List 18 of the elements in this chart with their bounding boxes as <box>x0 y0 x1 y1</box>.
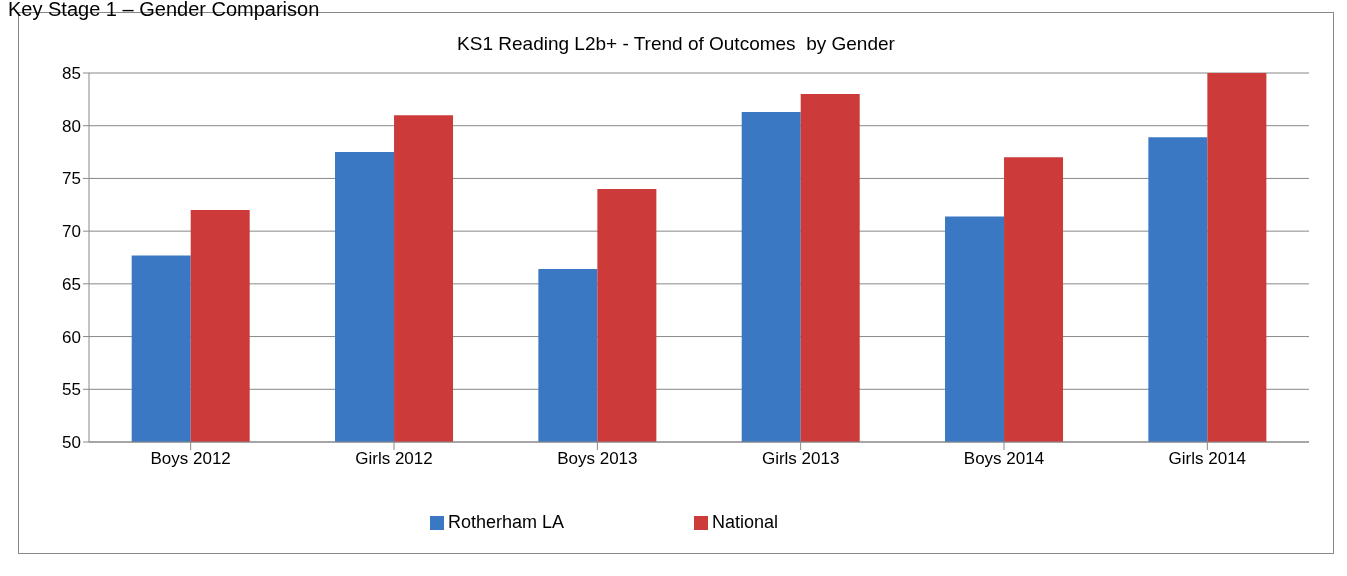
x-tick-label: Girls 2012 <box>355 449 433 469</box>
y-tick-label: 55 <box>62 380 81 400</box>
y-tick-label: 65 <box>62 274 81 294</box>
y-tick-label: 80 <box>62 116 81 136</box>
y-tick-label: 75 <box>62 169 81 189</box>
chart-subtitle: KS1 Reading L2b+ - Trend of Outcomes by Gender <box>456 33 896 56</box>
x-tick-label: Girls 2013 <box>761 449 840 469</box>
y-tick-label: 70 <box>62 222 81 242</box>
x-tick-label: Boys 2014 <box>963 449 1045 469</box>
y-tick-label: 60 <box>62 327 81 347</box>
legend-label: National <box>712 512 779 532</box>
x-tick-label: Boys 2013 <box>557 449 638 469</box>
legend-label: Rotherham LA <box>447 512 564 532</box>
chart-title: Key Stage 1 – Gender Comparison <box>8 0 321 20</box>
x-tick-label: Boys 2012 <box>150 449 231 469</box>
y-tick-label: 85 <box>62 64 81 84</box>
x-tick-label: Girls 2014 <box>1168 449 1247 469</box>
y-tick-label: 50 <box>62 433 81 453</box>
